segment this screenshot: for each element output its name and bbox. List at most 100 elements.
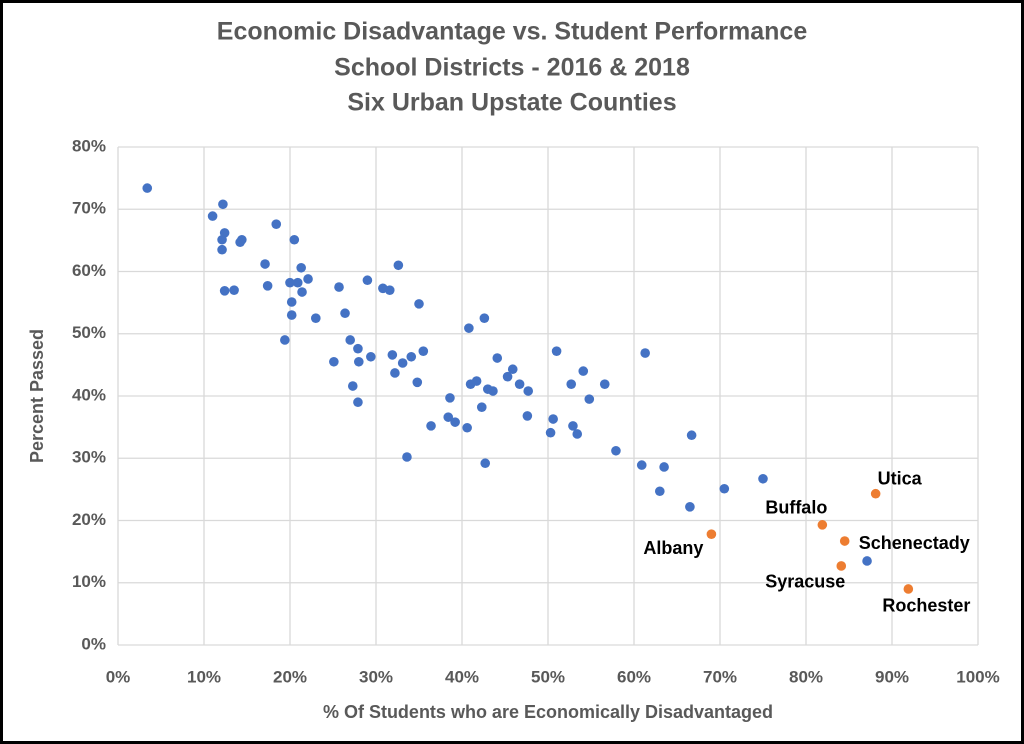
point xyxy=(311,313,321,323)
point xyxy=(572,429,583,439)
point xyxy=(297,287,307,297)
point xyxy=(345,335,356,345)
point xyxy=(286,297,297,307)
point xyxy=(706,529,717,539)
x-tick-label: 90% xyxy=(875,667,909,686)
point xyxy=(685,502,695,512)
point xyxy=(584,394,595,404)
point xyxy=(836,561,847,571)
point xyxy=(611,445,621,456)
point xyxy=(142,183,153,193)
point xyxy=(548,414,558,424)
x-tick-label: 80% xyxy=(789,667,823,686)
point xyxy=(545,427,556,438)
point-label: Rochester xyxy=(882,596,970,616)
point xyxy=(492,353,503,363)
point-label: Utica xyxy=(878,468,923,488)
x-tick-label: 40% xyxy=(445,667,479,686)
x-axis-label: % Of Students who are Economically Disad… xyxy=(323,702,773,722)
point xyxy=(480,458,491,469)
point xyxy=(402,452,412,462)
point xyxy=(450,417,460,427)
point xyxy=(354,356,364,367)
chart-title: Economic Disadvantage vs. Student Perfor… xyxy=(217,18,808,46)
point xyxy=(522,411,533,421)
point xyxy=(285,277,295,288)
point xyxy=(471,376,482,386)
y-tick-label: 60% xyxy=(72,261,106,280)
y-tick-label: 70% xyxy=(72,199,106,218)
point xyxy=(758,473,768,484)
point xyxy=(488,386,498,396)
point xyxy=(903,584,914,594)
point xyxy=(296,262,306,273)
x-tick-label: 70% xyxy=(703,667,737,686)
x-tick-label: 30% xyxy=(359,667,393,686)
point-label: Buffalo xyxy=(765,498,827,518)
x-tick-label: 20% xyxy=(273,667,307,686)
point xyxy=(353,343,363,354)
x-tick-label: 10% xyxy=(187,667,221,686)
point xyxy=(289,234,300,245)
point xyxy=(362,275,373,286)
point xyxy=(862,556,872,566)
y-tick-label: 20% xyxy=(72,510,106,529)
point xyxy=(507,364,518,375)
point xyxy=(686,430,697,441)
x-tick-label: 50% xyxy=(531,667,565,686)
y-tick-label: 0% xyxy=(81,634,106,653)
point xyxy=(262,281,273,291)
point xyxy=(870,488,881,499)
point xyxy=(659,462,669,472)
point xyxy=(286,310,297,320)
point xyxy=(340,308,350,319)
point xyxy=(412,377,423,388)
point xyxy=(568,421,578,431)
chart-title: Six Urban Upstate Counties xyxy=(347,89,676,117)
y-tick-label: 80% xyxy=(72,136,106,155)
point xyxy=(384,285,395,295)
x-tick-label: 60% xyxy=(617,667,651,686)
point xyxy=(347,381,358,391)
point xyxy=(397,358,408,368)
point xyxy=(271,219,282,229)
point xyxy=(219,285,230,296)
y-tick-label: 30% xyxy=(72,448,106,467)
point xyxy=(387,350,398,360)
point xyxy=(329,356,339,367)
point xyxy=(237,234,247,245)
point xyxy=(418,346,429,356)
point xyxy=(393,260,404,271)
point xyxy=(406,351,417,362)
point xyxy=(334,282,344,292)
point xyxy=(599,379,610,389)
y-tick-label: 40% xyxy=(72,385,106,404)
point xyxy=(366,351,376,362)
point xyxy=(280,335,290,345)
point xyxy=(476,402,487,413)
point xyxy=(207,211,218,221)
point xyxy=(464,323,474,333)
point xyxy=(523,386,534,396)
point xyxy=(462,422,472,433)
point-label: Schenectady xyxy=(859,533,970,553)
point xyxy=(578,366,589,376)
x-tick-label: 0% xyxy=(106,667,131,686)
point xyxy=(414,299,424,309)
point xyxy=(655,486,665,497)
point xyxy=(566,379,577,389)
point xyxy=(817,520,828,530)
chart-title: School Districts - 2016 & 2018 xyxy=(334,54,690,82)
x-tick-label: 100% xyxy=(956,667,999,686)
y-tick-label: 50% xyxy=(72,323,106,342)
point xyxy=(551,346,562,356)
point xyxy=(445,393,455,403)
point xyxy=(260,259,270,269)
y-axis-label: Percent Passed xyxy=(27,329,47,463)
point xyxy=(353,397,363,408)
point xyxy=(839,536,850,546)
point xyxy=(640,348,650,358)
point xyxy=(390,368,400,378)
point-label: Syracuse xyxy=(765,572,845,592)
